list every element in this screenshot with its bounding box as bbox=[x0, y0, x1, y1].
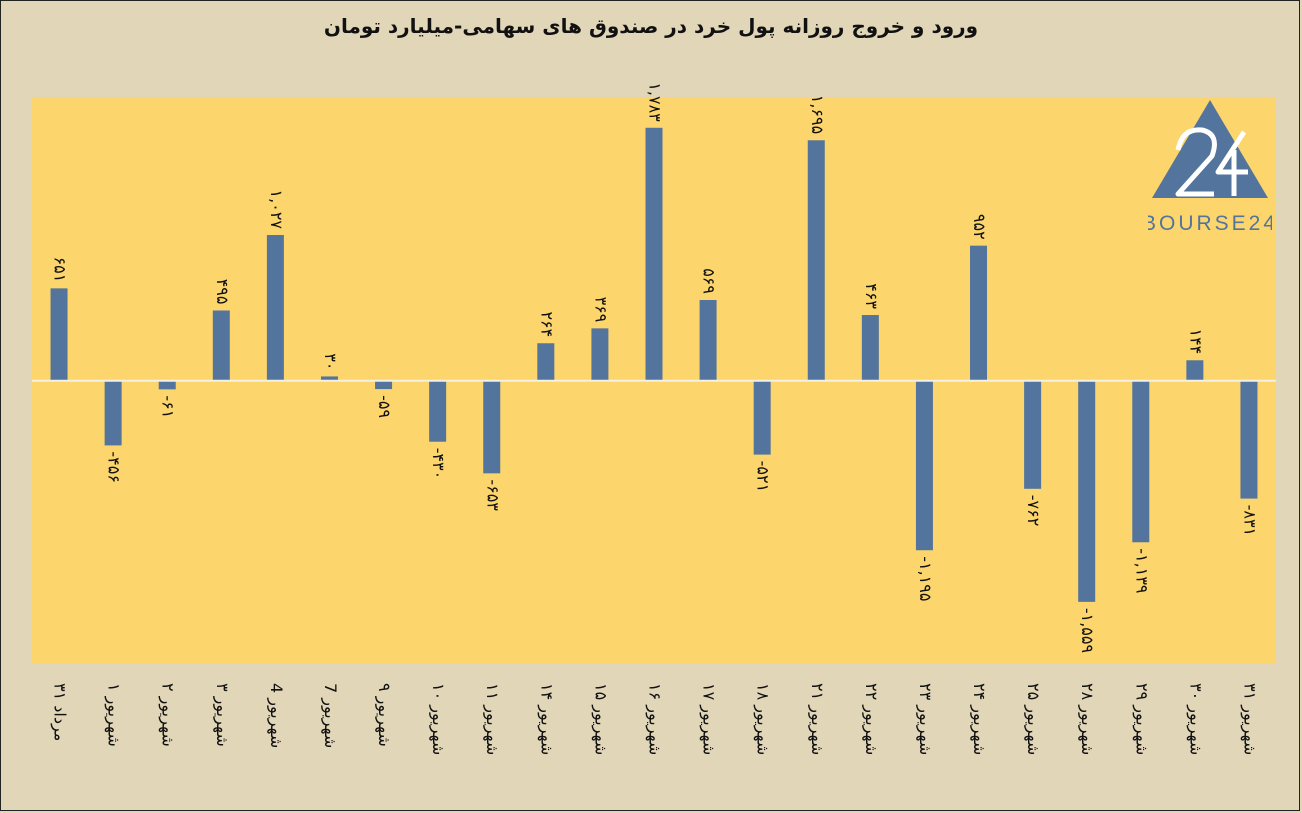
bar-value-label: ۶۵۱ bbox=[51, 257, 70, 283]
category-tick-label: ۳ شهریور bbox=[212, 683, 232, 747]
bar-value-label: -۱,۵۵۹ bbox=[1078, 608, 1097, 653]
bar-value-label: -۷۶۲ bbox=[1024, 495, 1043, 527]
bar bbox=[266, 235, 284, 381]
category-tick-label: ۲۸ شهریور bbox=[1077, 683, 1097, 755]
bar-value-label: -۵۲۱ bbox=[754, 461, 773, 493]
bar-value-label: -۴۵۶ bbox=[105, 451, 124, 483]
bar-value-label: ۵۶۹ bbox=[700, 268, 719, 294]
bar bbox=[50, 288, 68, 381]
category-tick-label: ۲۳ شهریور bbox=[915, 683, 935, 755]
bar-value-label: ۳۰ bbox=[321, 353, 340, 370]
category-tick-label: ۱۴ شهریور bbox=[536, 683, 556, 755]
category-tick-label: 4 شهریور bbox=[266, 683, 286, 748]
category-tick-label: ۹ شهریور bbox=[374, 683, 394, 747]
bar bbox=[104, 380, 122, 446]
category-tick-label: ۳۰ شهریور bbox=[1185, 683, 1205, 755]
bar-value-label: -۱,۱۹۵ bbox=[916, 556, 935, 601]
bar bbox=[915, 380, 933, 551]
triangle-24-logo: BOURSE24 bbox=[1148, 100, 1272, 235]
bar bbox=[699, 299, 717, 381]
bar bbox=[645, 127, 663, 381]
category-tick-label: ۲۴ شهریور bbox=[969, 683, 989, 755]
category-tick-label: ۳۱ مرداد bbox=[50, 683, 70, 741]
category-tick-label: ۲۱ شهریور bbox=[807, 683, 827, 755]
category-tick-label: 7 شهریور bbox=[320, 683, 340, 748]
bar-value-label: ۱,۰۲۷ bbox=[267, 190, 286, 230]
category-tick-label: ۲ شهریور bbox=[158, 683, 178, 747]
category-tick-label: ۱۵ شهریور bbox=[590, 683, 610, 755]
bar bbox=[970, 245, 988, 381]
category-tick-label: ۱۷ شهریور bbox=[699, 683, 719, 755]
bar-value-label: -۴۳۰ bbox=[429, 448, 448, 480]
bar bbox=[483, 380, 501, 474]
chart-title: ورود و خروج روزانه پول خرد در صندوق های … bbox=[323, 14, 979, 38]
bar bbox=[375, 380, 393, 390]
bar bbox=[1078, 380, 1096, 602]
bar bbox=[753, 380, 771, 455]
category-tick-label: ۲۹ شهریور bbox=[1131, 683, 1151, 755]
bar-value-label: ۹۵۲ bbox=[970, 214, 989, 240]
bar bbox=[320, 376, 338, 381]
category-tick-label: ۲۲ شهریور bbox=[861, 683, 881, 755]
category-tick-label: ۱۶ شهریور bbox=[645, 683, 665, 755]
bar-value-label: -۵۹ bbox=[375, 395, 394, 418]
category-tick-label: ۳۱ شهریور bbox=[1239, 683, 1259, 755]
value-labels-group: ۶۵۱ -۴۵۶ -۶۱ ۴۹۵ ۱,۰۲۷ ۳۰ -۵۹ -۴۳۰ -۶۵۳ ۲۶۴ ۳۶۹ ۱,۷… bbox=[51, 82, 1260, 653]
category-tick-label: ۱ شهریور bbox=[104, 683, 124, 747]
bar bbox=[807, 140, 825, 381]
bar bbox=[429, 380, 447, 442]
bar bbox=[591, 328, 609, 381]
bar-value-label: ۱,۶۹۵ bbox=[808, 95, 827, 134]
bar bbox=[212, 310, 230, 381]
bar-value-label: -۶۵۳ bbox=[483, 479, 502, 511]
bar bbox=[861, 315, 879, 381]
bar-value-label: ۳۶۹ bbox=[591, 297, 610, 323]
bar bbox=[537, 343, 555, 381]
category-tick-label: ۱۱ شهریور bbox=[482, 683, 502, 755]
logo-text: BOURSE24 bbox=[1148, 212, 1272, 235]
bar-value-label: -۶۱ bbox=[159, 395, 178, 418]
bar bbox=[1024, 380, 1042, 489]
bar bbox=[1240, 380, 1258, 499]
category-tick-label: ۲۵ شهریور bbox=[1023, 683, 1043, 755]
bars-group bbox=[50, 127, 1258, 602]
bar bbox=[1186, 360, 1204, 381]
bar-value-label: -۱,۱۳۹ bbox=[1132, 548, 1151, 593]
bar bbox=[158, 380, 176, 390]
bar-value-label: ۲۶۴ bbox=[537, 311, 556, 337]
category-tick-label: ۱۸ شهریور bbox=[753, 683, 773, 755]
bar bbox=[1132, 380, 1150, 543]
bar-value-label: ۴۶۳ bbox=[862, 283, 881, 309]
category-tick-label: ۱۰ شهریور bbox=[428, 683, 448, 755]
bar-value-label: -۸۳۱ bbox=[1240, 505, 1259, 537]
category-labels-group: ۳۱ مرداد ۱ شهریور ۲ شهریور ۳ شهریور 4 شهریور… bbox=[50, 683, 1260, 755]
bar-value-label: ۴۹۵ bbox=[213, 279, 232, 305]
bar-value-label: ۱,۷۸۳ bbox=[646, 82, 665, 122]
bar-value-label: ۱۴۴ bbox=[1186, 329, 1205, 355]
